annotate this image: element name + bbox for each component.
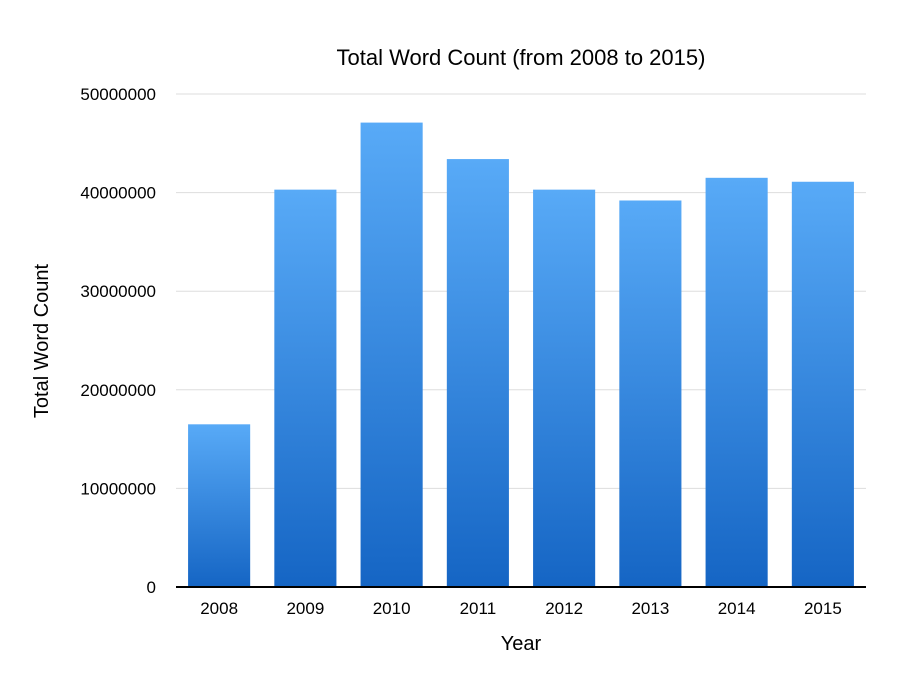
x-tick-label: 2015 (804, 599, 842, 618)
x-tick-label: 2011 (460, 599, 497, 618)
x-tick-label: 2013 (631, 599, 669, 618)
bar-2010 (360, 122, 423, 588)
chart-title: Total Word Count (from 2008 to 2015) (337, 45, 706, 70)
bar-2008 (188, 424, 251, 587)
y-axis-ticks: 0 10000000 20000000 30000000 40000000 5000000… (80, 85, 156, 597)
x-tick-label: 2008 (200, 599, 238, 618)
bar-2009 (274, 189, 337, 587)
y-tick-label: 0 (147, 578, 156, 597)
bar-2015 (791, 181, 854, 587)
x-axis-ticks: 2008 2009 2010 2011 2012 2013 2014 2015 (200, 599, 842, 618)
bar-2012 (533, 189, 596, 587)
x-tick-label: 2009 (286, 599, 324, 618)
y-tick-label: 20000000 (80, 381, 156, 400)
bars (188, 122, 854, 588)
y-tick-label: 50000000 (80, 85, 156, 104)
y-tick-label: 10000000 (80, 479, 156, 498)
x-tick-label: 2012 (545, 599, 583, 618)
x-axis-label: Year (501, 633, 542, 655)
x-tick-label: 2010 (373, 599, 411, 618)
x-tick-label: 2014 (718, 599, 756, 618)
bar-2014 (705, 177, 768, 587)
bar-2013 (619, 200, 682, 587)
y-axis-label: Total Word Count (31, 263, 53, 418)
bar-2011 (446, 159, 509, 588)
y-tick-label: 30000000 (80, 282, 156, 301)
y-tick-label: 40000000 (80, 184, 156, 203)
